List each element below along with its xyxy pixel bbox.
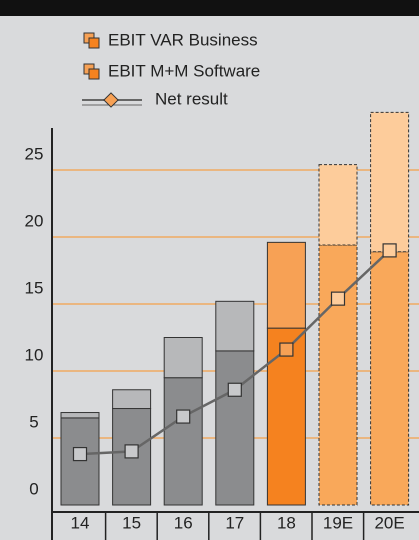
x-tick-label: 17	[225, 513, 244, 532]
bar	[370, 251, 410, 506]
marker	[330, 291, 346, 306]
bar	[266, 327, 306, 506]
bar	[60, 412, 100, 419]
bar	[60, 417, 100, 506]
y-tick-label: 25	[25, 144, 44, 163]
y-tick-label: 10	[25, 345, 44, 364]
x-tick-label: 20E	[374, 513, 404, 532]
legend-label: EBIT VAR Business	[108, 30, 258, 49]
header-bar	[0, 0, 419, 16]
bar	[266, 241, 306, 329]
x-tick-label: 18	[277, 513, 296, 532]
marker	[72, 446, 88, 462]
bar	[370, 111, 410, 253]
legend-icon	[88, 37, 100, 49]
legend-label: Net result	[155, 89, 228, 108]
y-tick-label: 0	[29, 479, 38, 498]
bar	[112, 389, 152, 410]
bar	[318, 244, 358, 506]
bar	[163, 337, 203, 379]
legend-icon	[103, 92, 119, 108]
marker	[382, 243, 397, 258]
x-tick-label: 15	[122, 513, 141, 532]
marker	[279, 342, 294, 357]
bar	[163, 377, 203, 506]
legend-label: EBIT M+M Software	[108, 61, 260, 80]
x-tick-label: 14	[71, 513, 90, 532]
bar	[318, 164, 358, 246]
bar	[215, 300, 255, 352]
marker	[124, 444, 139, 459]
legend-icon	[88, 68, 100, 80]
y-tick-label: 20	[25, 211, 44, 230]
y-tick-label: 5	[29, 412, 38, 431]
bar	[215, 350, 255, 506]
marker	[227, 382, 242, 397]
x-tick-label: 19E	[323, 513, 353, 532]
y-tick-label: 15	[25, 278, 44, 297]
x-tick-label: 16	[174, 513, 193, 532]
marker	[176, 409, 191, 424]
